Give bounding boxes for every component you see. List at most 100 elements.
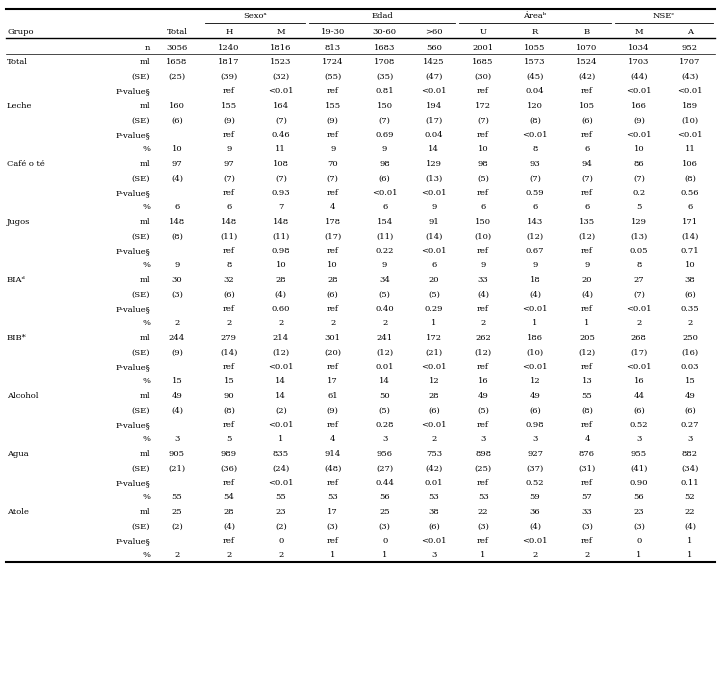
Text: (37): (37) (526, 464, 544, 473)
Text: 0.52: 0.52 (629, 421, 648, 429)
Text: 49: 49 (684, 392, 695, 400)
Text: 15: 15 (172, 378, 182, 385)
Text: (17): (17) (630, 349, 647, 356)
Text: 23: 23 (275, 508, 286, 516)
Text: 914: 914 (324, 450, 341, 458)
Text: 3: 3 (636, 435, 642, 444)
Text: 9: 9 (174, 261, 180, 269)
Text: ml: ml (139, 334, 150, 342)
Text: 8: 8 (532, 145, 538, 154)
Text: 105: 105 (579, 102, 595, 110)
Text: ref: ref (477, 479, 489, 487)
Text: <0.01: <0.01 (626, 131, 652, 139)
Text: <0.01: <0.01 (268, 421, 293, 429)
Text: (7): (7) (275, 174, 287, 183)
Text: 1055: 1055 (524, 44, 546, 52)
Text: BIAᵈ: BIAᵈ (7, 276, 26, 284)
Text: 25: 25 (379, 508, 390, 516)
Text: 22: 22 (685, 508, 695, 516)
Text: 1: 1 (278, 435, 283, 444)
Text: 49: 49 (172, 392, 182, 400)
Text: ref: ref (327, 305, 339, 313)
Text: 53: 53 (478, 493, 489, 502)
Text: 20: 20 (429, 276, 439, 284)
Text: M: M (277, 28, 285, 36)
Text: 0.56: 0.56 (681, 189, 699, 197)
Text: 4: 4 (584, 435, 590, 444)
Text: (7): (7) (477, 116, 489, 125)
Text: ref: ref (223, 421, 235, 429)
Text: (3): (3) (581, 522, 593, 531)
Text: 27: 27 (634, 276, 645, 284)
Text: 813: 813 (324, 44, 341, 52)
Text: <0.01: <0.01 (421, 88, 446, 96)
Text: 135: 135 (579, 218, 595, 226)
Text: 1: 1 (480, 551, 486, 559)
Text: 205: 205 (579, 334, 595, 342)
Text: (41): (41) (630, 464, 647, 473)
Text: ref: ref (327, 131, 339, 139)
Text: 1707: 1707 (679, 59, 701, 66)
Text: 956: 956 (376, 450, 393, 458)
Text: ref: ref (327, 363, 339, 371)
Text: <0.01: <0.01 (677, 131, 703, 139)
Text: (SE): (SE) (131, 522, 150, 531)
Text: (55): (55) (324, 73, 341, 81)
Text: 150: 150 (475, 218, 491, 226)
Text: (8): (8) (581, 407, 593, 415)
Text: H: H (225, 28, 233, 36)
Text: (32): (32) (273, 73, 289, 81)
Text: 1: 1 (431, 320, 437, 327)
Text: BIB*: BIB* (7, 334, 27, 342)
Text: 0.93: 0.93 (272, 189, 290, 197)
Text: 8: 8 (636, 261, 642, 269)
Text: 55: 55 (172, 493, 182, 502)
Text: (6): (6) (684, 407, 696, 415)
Text: <0.01: <0.01 (626, 88, 652, 96)
Text: 3: 3 (480, 435, 486, 444)
Text: (6): (6) (428, 407, 440, 415)
Text: <0.01: <0.01 (626, 363, 652, 371)
Text: 148: 148 (221, 218, 237, 226)
Text: 178: 178 (324, 218, 341, 226)
Text: (10): (10) (526, 349, 544, 356)
Text: 1: 1 (532, 320, 538, 327)
Text: (4): (4) (171, 407, 183, 415)
Text: 148: 148 (273, 218, 289, 226)
Text: 1524: 1524 (576, 59, 598, 66)
Text: 1: 1 (382, 551, 387, 559)
Text: 0.05: 0.05 (629, 247, 648, 255)
Text: (3): (3) (633, 522, 645, 531)
Text: 214: 214 (273, 334, 289, 342)
Text: 0: 0 (382, 537, 387, 545)
Text: U: U (479, 28, 487, 36)
Text: ref: ref (477, 363, 489, 371)
Text: 301: 301 (324, 334, 341, 342)
Text: ref: ref (223, 537, 235, 545)
Text: ref: ref (223, 189, 235, 197)
Text: ref: ref (223, 305, 235, 313)
Text: 250: 250 (682, 334, 698, 342)
Text: 186: 186 (527, 334, 543, 342)
Text: 164: 164 (273, 102, 289, 110)
Text: 2001: 2001 (472, 44, 494, 52)
Text: 1683: 1683 (374, 44, 395, 52)
Text: %: % (142, 203, 150, 212)
Text: 38: 38 (684, 276, 695, 284)
Text: 166: 166 (631, 102, 647, 110)
Text: ref: ref (581, 305, 593, 313)
Text: %: % (142, 551, 150, 559)
Text: (4): (4) (171, 174, 183, 183)
Text: M: M (634, 28, 643, 36)
Text: (2): (2) (275, 407, 287, 415)
Text: (6): (6) (581, 116, 593, 125)
Text: 1425: 1425 (423, 59, 445, 66)
Text: 148: 148 (169, 218, 185, 226)
Text: (20): (20) (324, 349, 341, 356)
Text: <0.01: <0.01 (522, 537, 548, 545)
Text: 9: 9 (330, 145, 335, 154)
Text: 28: 28 (275, 276, 286, 284)
Text: (10): (10) (474, 232, 492, 240)
Text: 154: 154 (376, 218, 393, 226)
Text: (7): (7) (581, 174, 593, 183)
